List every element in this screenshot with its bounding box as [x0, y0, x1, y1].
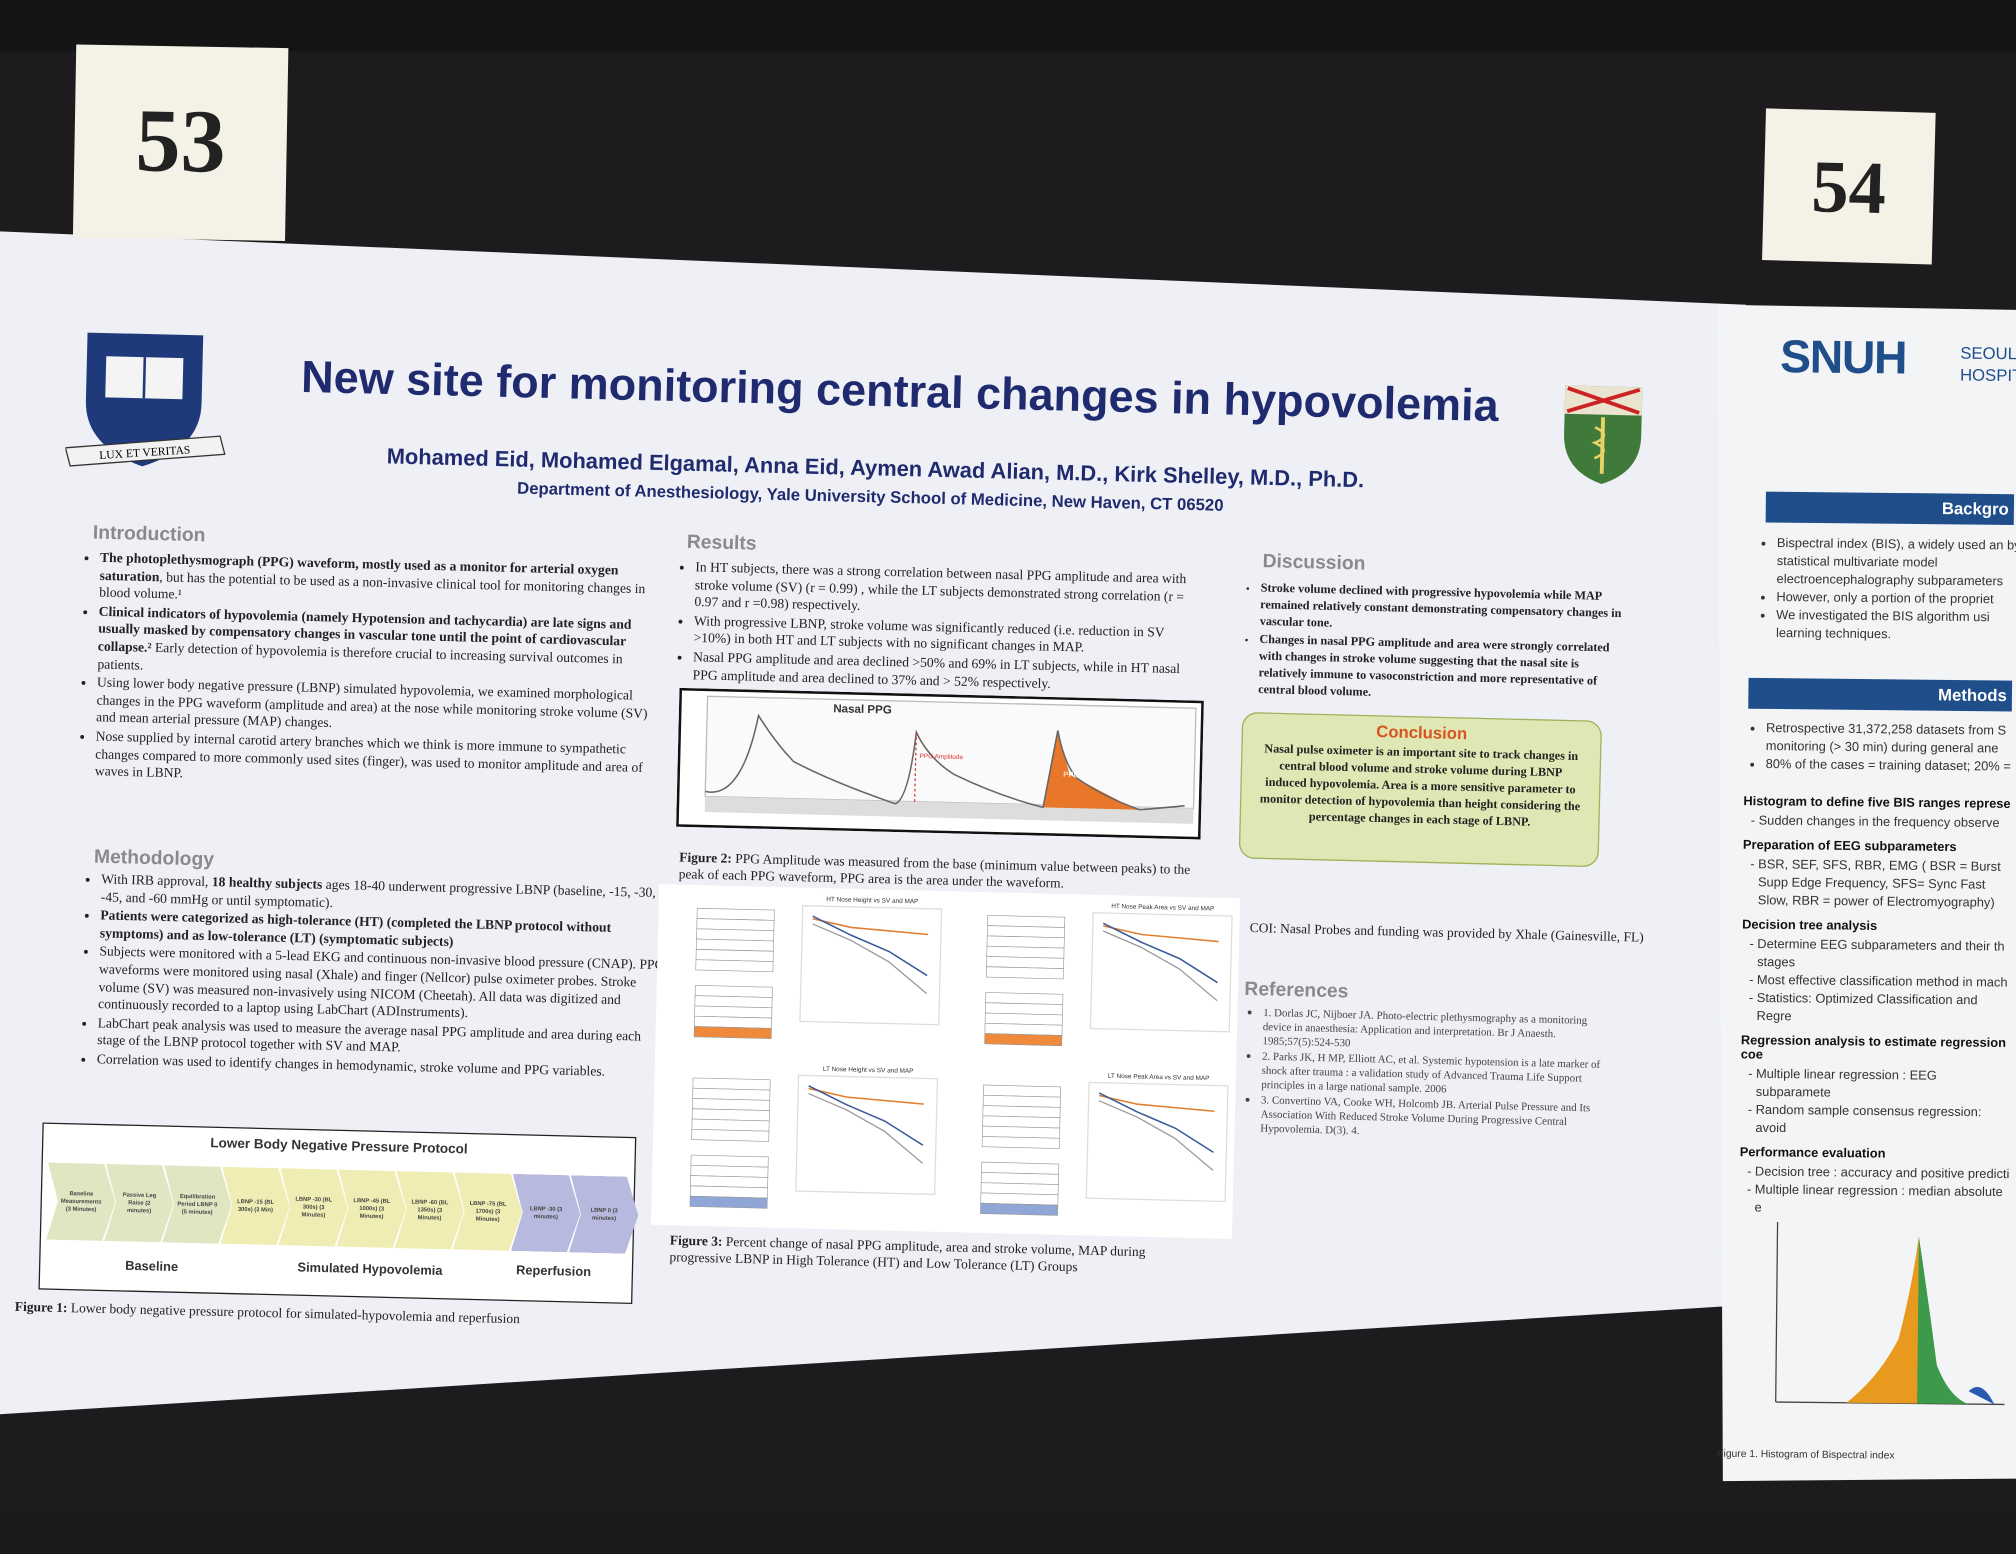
photo: 53 54 LUX ET VERITAS New site for monito…: [0, 0, 2016, 1512]
trend-line: [1102, 922, 1218, 984]
neighbor-logo: SNUH: [1779, 329, 1907, 384]
trend-line: [1098, 1100, 1214, 1171]
board-top: [0, 0, 2016, 52]
bullet-list: Multiple linear regression : EEG subpara…: [1740, 1066, 2011, 1141]
annotation: PPG Amplitude: [920, 753, 964, 761]
panel-title: HT Nose Height vs SV and MAP: [826, 896, 918, 905]
neighbor-sheet: [1717, 304, 2016, 1482]
trend-line: [1102, 930, 1218, 1002]
table-row: [689, 1195, 768, 1209]
subsection-heading: Histogram to define five BIS ranges repr…: [1743, 794, 2011, 812]
subsection-heading: Performance evaluation: [1739, 1145, 1886, 1162]
trend-line: [1098, 1094, 1215, 1112]
trend-line: [812, 923, 928, 995]
bullet: Statistics: Optimized Classification and…: [1756, 990, 2011, 1029]
table-row: [691, 1128, 770, 1142]
trend-line: [808, 1087, 925, 1105]
bullet: BSR, SEF, SFS, RBR, EMG ( BSR = Burst Su…: [1758, 857, 2013, 914]
method-subsections: Histogram to define five BIS ranges repr…: [1739, 787, 2013, 1221]
chart-area: [1089, 912, 1233, 1033]
trend-line: [808, 1092, 923, 1164]
annotation: PPG Area: [1063, 770, 1098, 780]
section-banner: Methods: [1748, 677, 2013, 712]
trend-line: [1098, 1092, 1214, 1154]
neighbor-name: SEOUL HOSPIT: [1960, 342, 2016, 386]
bullet: Random sample consensus regression: avoi…: [1755, 1102, 2010, 1141]
panel-title: HT Nose Peak Area vs SV and MAP: [1111, 903, 1214, 913]
chart-area: [799, 905, 943, 1026]
figure-3-panel: HT Nose Height vs SV and MAP: [693, 896, 943, 1039]
bullet: 80% of the cases = training dataset; 20%…: [1766, 756, 2016, 777]
bullet: Retrospective 31,372,258 datasets from S…: [1766, 720, 2016, 759]
subsection-heading: Decision tree analysis: [1742, 918, 1878, 934]
figure-3-panel: HT Nose Peak Area vs SV and MAP: [984, 903, 1233, 1047]
bullet-list: Bispectral index (BIS), a widely used an…: [1760, 535, 2016, 646]
bullet: We investigated the BIS algorithm usi le…: [1776, 607, 2016, 646]
medical-shield: [1564, 385, 1643, 485]
yale-logo: LUX ET VERITAS: [64, 332, 226, 467]
section-banner: Backgro: [1765, 491, 2015, 526]
figure-title: Nasal PPG: [833, 703, 892, 716]
table-row: [980, 1202, 1059, 1216]
chart-area: [1085, 1081, 1229, 1203]
trend-line: [808, 1085, 924, 1146]
bullet: Sudden changes in the frequency observe: [1759, 813, 2014, 834]
subsection-heading: Preparation of EEG subparameters: [1742, 838, 1957, 855]
figure-3-panel: LT Nose Peak Area vs SV and MAP: [980, 1073, 1229, 1216]
figure-3-panel: LT Nose Height vs SV and MAP: [689, 1066, 939, 1209]
figure-caption: Figure 1. Histogram of Bispectral index: [1717, 1447, 1895, 1462]
panel-title: LT Nose Peak Area vs SV and MAP: [1108, 1073, 1210, 1082]
subsection-heading: Regression analysis to estimate regressi…: [1740, 1033, 2007, 1063]
bullet-list: Retrospective 31,372,258 datasets from S…: [1750, 720, 2016, 777]
bullet: Determine EEG subparameters and their th…: [1757, 936, 2012, 975]
bullet: Bispectral index (BIS), a widely used an…: [1776, 535, 2016, 592]
table-row: [695, 959, 774, 973]
figure-2: Nasal PPG PPG Amplitude PPG Area: [676, 687, 1204, 840]
table-row: [984, 1033, 1063, 1047]
histogram: [1775, 1222, 2005, 1406]
page: 53 54 LUX ET VERITAS New site for monito…: [0, 0, 2016, 1512]
trend-line: [812, 918, 929, 936]
chart-area: [795, 1074, 939, 1196]
bullet: Multiple linear regression : EEG subpara…: [1756, 1066, 2011, 1105]
figure-3: HT Nose Height vs SV and MAP HT Nose Peak…: [650, 884, 1241, 1239]
name-line: SEOUL: [1960, 343, 2016, 364]
table-row: [693, 1026, 772, 1039]
trend-line: [812, 915, 928, 977]
table-row: [981, 1136, 1060, 1149]
poster: LUX ET VERITAS New site for monitoring c…: [0, 0, 1754, 1554]
trend-line: [1103, 925, 1219, 943]
table-row: [985, 966, 1064, 980]
panel-title: LT Nose Height vs SV and MAP: [823, 1066, 914, 1075]
logo-banner: LUX ET VERITAS: [99, 443, 191, 462]
bullet-list: Determine EEG subparameters and their th…: [1741, 936, 2012, 1029]
name-line: HOSPIT: [1959, 365, 2016, 385]
bullet-list: Sudden changes in the frequency observe: [1743, 813, 2013, 834]
bullet-list: BSR, SEF, SFS, RBR, EMG ( BSR = Burst Su…: [1742, 857, 2013, 914]
